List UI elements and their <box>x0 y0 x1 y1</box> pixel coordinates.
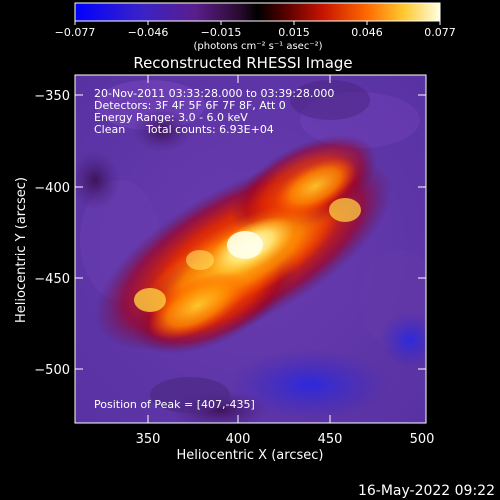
colorbar-tick-label: 0.046 <box>351 26 383 39</box>
x-tick-label: 350 <box>136 432 161 447</box>
algorithm-annotation: Clean <box>94 123 125 136</box>
colorbar-tick-label: −0.015 <box>201 26 242 39</box>
colorbar-ticks <box>74 21 441 25</box>
plot-frame <box>74 74 427 424</box>
detectors-annotation: Detectors: 3F 4F 5F 6F 7F 8F, Att 0 <box>94 99 286 112</box>
energy-range-annotation: Energy Range: 3.0 - 6.0 keV <box>94 111 248 124</box>
image-title: Reconstructed RHESSI Image <box>133 54 352 72</box>
footer-timestamp: 16-May-2022 09:22 <box>358 483 495 499</box>
rhessi-map <box>75 75 426 423</box>
y-tick-label: −350 <box>34 89 70 104</box>
x-tick-label: 500 <box>410 432 435 447</box>
colorbar-tick-label: −0.046 <box>128 26 169 39</box>
y-axis-label: Heliocentric Y (arcsec) <box>14 177 29 323</box>
x-axis-label: Heliocentric X (arcsec) <box>177 448 324 463</box>
colorbar-tick-label: −0.077 <box>55 26 96 39</box>
colorbar <box>74 2 441 22</box>
colorbar-units: (photons cm⁻² s⁻¹ asec⁻²) <box>193 41 322 52</box>
y-tick-label: −450 <box>34 272 70 287</box>
x-tick-label: 400 <box>226 432 251 447</box>
y-tick-label: −400 <box>34 181 70 196</box>
y-tick-label: −500 <box>34 363 70 378</box>
axis-ticks <box>75 75 426 423</box>
peak-position-annotation: Position of Peak = [407,-435] <box>94 398 255 411</box>
colorbar-tick-label: 0.015 <box>278 26 310 39</box>
time-range-annotation: 20-Nov-2011 03:33:28.000 to 03:39:28.000 <box>94 87 334 100</box>
total-counts-annotation: Total counts: 6.93E+04 <box>145 123 274 136</box>
colorbar-tick-label: 0.077 <box>424 26 456 39</box>
x-tick-label: 450 <box>318 432 343 447</box>
